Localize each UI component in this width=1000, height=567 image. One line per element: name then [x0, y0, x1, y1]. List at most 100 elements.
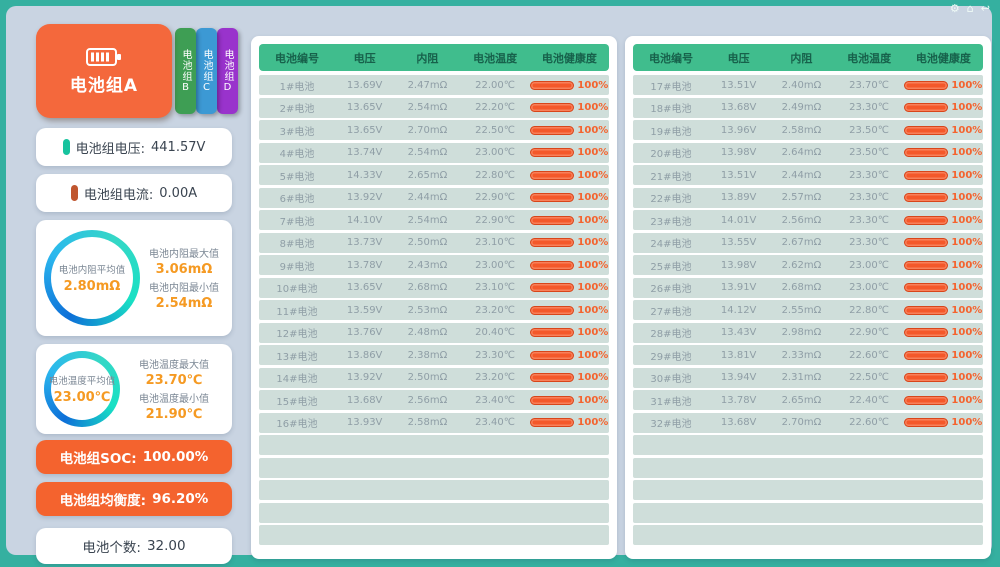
cell-temperature: 23.70℃	[849, 79, 889, 91]
table-row: 25#电池 13.98V 2.62mΩ 23.00℃ 100%	[633, 255, 983, 275]
table-row: 31#电池 13.78V 2.65mΩ 22.40℃ 100%	[633, 390, 983, 410]
health-bar	[904, 215, 949, 225]
cell-voltage: 14.12V	[720, 304, 757, 316]
health-percent: 100%	[951, 327, 983, 338]
cell-battery-id: 19#电池	[650, 126, 692, 138]
cell-battery-id: 5#电池	[279, 171, 315, 183]
cell-health: 100%	[904, 80, 983, 91]
health-percent: 100%	[951, 372, 983, 383]
table-body-right: 17#电池 13.51V 2.40mΩ 23.70℃ 100% 18#电池 13.68V 2.…	[633, 75, 983, 545]
cell-health: 100%	[904, 192, 983, 203]
temperature-min-label: 电池温度最小值	[139, 394, 209, 405]
home-icon[interactable]: ⌂	[966, 2, 974, 15]
column-header-1: 电压	[353, 51, 376, 65]
cell-temperature: 22.80℃	[849, 304, 889, 316]
tab-battery-group-d[interactable]: 电池组D	[217, 28, 238, 114]
resistance-min-value: 2.54mΩ	[155, 296, 213, 311]
balance-value: 96.20%	[152, 491, 209, 507]
cell-health: 100%	[904, 282, 983, 293]
table-row: 26#电池 13.91V 2.68mΩ 23.00℃ 100%	[633, 277, 983, 298]
cell-voltage: 13.65V	[346, 102, 383, 113]
cell-temperature: 22.20℃	[475, 102, 515, 113]
tab-battery-group-a[interactable]: 电池组A	[36, 24, 172, 118]
cell-resistance: 2.65mΩ	[407, 169, 448, 181]
column-header-3: 电池温度	[473, 51, 518, 65]
cell-battery-id: 1#电池	[279, 81, 315, 93]
cell-resistance: 2.56mΩ	[781, 214, 822, 226]
cell-health: 100%	[530, 80, 609, 91]
health-percent: 100%	[951, 147, 983, 158]
cell-health: 100%	[530, 125, 609, 136]
cell-battery-id: 25#电池	[650, 261, 692, 273]
column-header-0: 电池编号	[648, 51, 693, 65]
group-voltage-label: 电池组电压:	[75, 141, 145, 157]
cell-voltage: 13.76V	[346, 327, 383, 338]
cell-temperature: 23.30℃	[849, 214, 889, 226]
cell-voltage: 13.92V	[346, 192, 383, 203]
table-row: 30#电池 13.94V 2.31mΩ 22.50℃ 100%	[633, 367, 983, 388]
table-row: 27#电池 14.12V 2.55mΩ 22.80℃ 100%	[633, 300, 983, 320]
table-row-empty	[259, 457, 609, 478]
cell-health: 100%	[530, 102, 609, 113]
health-bar	[904, 418, 949, 427]
temperature-avg-value: 23.00℃	[53, 390, 111, 405]
cell-health: 100%	[530, 215, 609, 226]
cell-resistance: 2.58mΩ	[407, 417, 448, 428]
table-row-empty	[259, 480, 609, 500]
health-percent: 100%	[577, 304, 609, 316]
cell-health: 100%	[904, 102, 983, 113]
health-bar	[530, 125, 575, 135]
health-percent: 100%	[577, 102, 609, 113]
tab-battery-group-b[interactable]: 电池组B	[175, 28, 196, 114]
cell-resistance: 2.68mΩ	[781, 282, 822, 293]
tab-battery-group-c[interactable]: 电池组C	[196, 28, 217, 114]
cell-resistance: 2.54mΩ	[407, 147, 448, 158]
cell-battery-id: 31#电池	[650, 396, 692, 408]
cell-temperature: 23.30℃	[849, 169, 889, 181]
health-bar	[904, 373, 949, 382]
window-controls: ⚙ ⌂ ↩	[950, 1, 990, 17]
health-bar	[904, 125, 949, 135]
table-row: 2#电池 13.65V 2.54mΩ 22.20℃ 100%	[259, 97, 609, 118]
health-percent: 100%	[577, 147, 609, 158]
current-pill-icon	[70, 185, 78, 201]
cell-resistance: 2.68mΩ	[407, 282, 448, 293]
back-icon[interactable]: ↩	[980, 2, 990, 15]
temperature-max-label: 电池温度最大值	[139, 360, 209, 371]
health-percent: 100%	[951, 192, 983, 203]
health-bar	[904, 103, 949, 112]
table-row-empty	[633, 480, 983, 500]
cell-voltage: 13.51V	[720, 79, 757, 91]
cell-temperature: 22.90℃	[475, 192, 515, 203]
temperature-min-value: 21.90℃	[145, 407, 203, 422]
cell-resistance: 2.56mΩ	[407, 394, 448, 406]
table-row: 32#电池 13.68V 2.70mΩ 22.60℃ 100%	[633, 412, 983, 433]
table-row: 23#电池 14.01V 2.56mΩ 23.30℃ 100%	[633, 210, 983, 230]
health-bar	[530, 350, 575, 360]
battery-icon	[86, 47, 121, 66]
table-body-left: 1#电池 13.69V 2.47mΩ 22.00℃ 100% 2#电池 13.65V 2.54…	[259, 75, 609, 545]
voltage-pill-icon	[62, 139, 70, 155]
health-bar	[530, 170, 575, 180]
gear-icon[interactable]: ⚙	[949, 2, 960, 15]
health-percent: 100%	[951, 349, 983, 361]
cell-temperature: 22.90℃	[475, 214, 515, 226]
table-row: 6#电池 13.92V 2.44mΩ 22.90℃ 100%	[259, 187, 609, 208]
cell-temperature: 23.20℃	[475, 304, 515, 316]
temperature-max-value: 23.70℃	[145, 373, 203, 388]
cell-health: 100%	[530, 147, 609, 158]
cell-resistance: 2.58mΩ	[781, 124, 822, 136]
cell-battery-id: 21#电池	[650, 171, 692, 183]
cell-voltage: 13.68V	[346, 394, 383, 406]
health-bar	[530, 215, 575, 225]
health-bar	[530, 80, 575, 90]
cell-temperature: 23.00℃	[475, 259, 515, 271]
battery-table-panel-right: 电池编号 电压 内阻 电池温度 电池健康度 17#电池 13.51V 2.40mΩ 23.70…	[625, 36, 991, 559]
column-header-3: 电池温度	[847, 51, 892, 65]
health-percent: 100%	[577, 372, 609, 383]
battery-count-value: 32.00	[146, 538, 186, 554]
health-percent: 100%	[951, 124, 983, 136]
cell-temperature: 23.00℃	[849, 259, 889, 271]
health-bar	[530, 395, 575, 405]
